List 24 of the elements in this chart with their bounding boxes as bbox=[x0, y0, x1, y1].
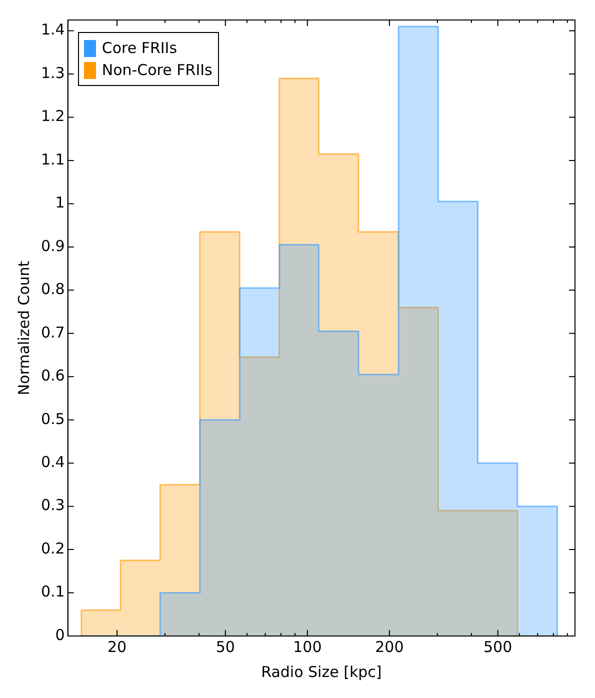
x-tick-label: 100 bbox=[293, 638, 322, 656]
x-tick-label: 200 bbox=[375, 638, 404, 656]
y-tick-label: 0.4 bbox=[40, 452, 65, 471]
legend-label: Core FRIIs bbox=[102, 38, 178, 58]
y-tick-label: 1.3 bbox=[40, 64, 65, 82]
y-tick-label: 0.1 bbox=[40, 582, 65, 601]
y-tick-label: 0 bbox=[55, 626, 65, 644]
y-tick-label: 1.1 bbox=[40, 150, 65, 168]
legend-label: Non-Core FRIIs bbox=[102, 60, 212, 80]
y-tick-label: 0.3 bbox=[40, 496, 65, 514]
y-tick-label: 0.5 bbox=[40, 410, 65, 428]
x-tick-label: 500 bbox=[484, 638, 512, 656]
x-tick-label: 20 bbox=[107, 638, 127, 656]
y-tick-label: 0.7 bbox=[40, 323, 65, 342]
x-tick-label: 50 bbox=[216, 638, 235, 656]
y-tick-label: 1.2 bbox=[40, 107, 65, 126]
y-tick-label: 1.4 bbox=[40, 20, 65, 39]
y-tick-label: 0.8 bbox=[40, 280, 65, 298]
x-axis-title: Radio Size [kpc] bbox=[261, 662, 382, 681]
y-tick-label: 0.2 bbox=[40, 539, 65, 558]
y-tick-label: 0.6 bbox=[40, 366, 65, 385]
y-axis-title: Normalized Count bbox=[14, 260, 33, 396]
y-tick-label: 1 bbox=[55, 194, 65, 212]
y-tick-label: 0.9 bbox=[40, 236, 65, 255]
